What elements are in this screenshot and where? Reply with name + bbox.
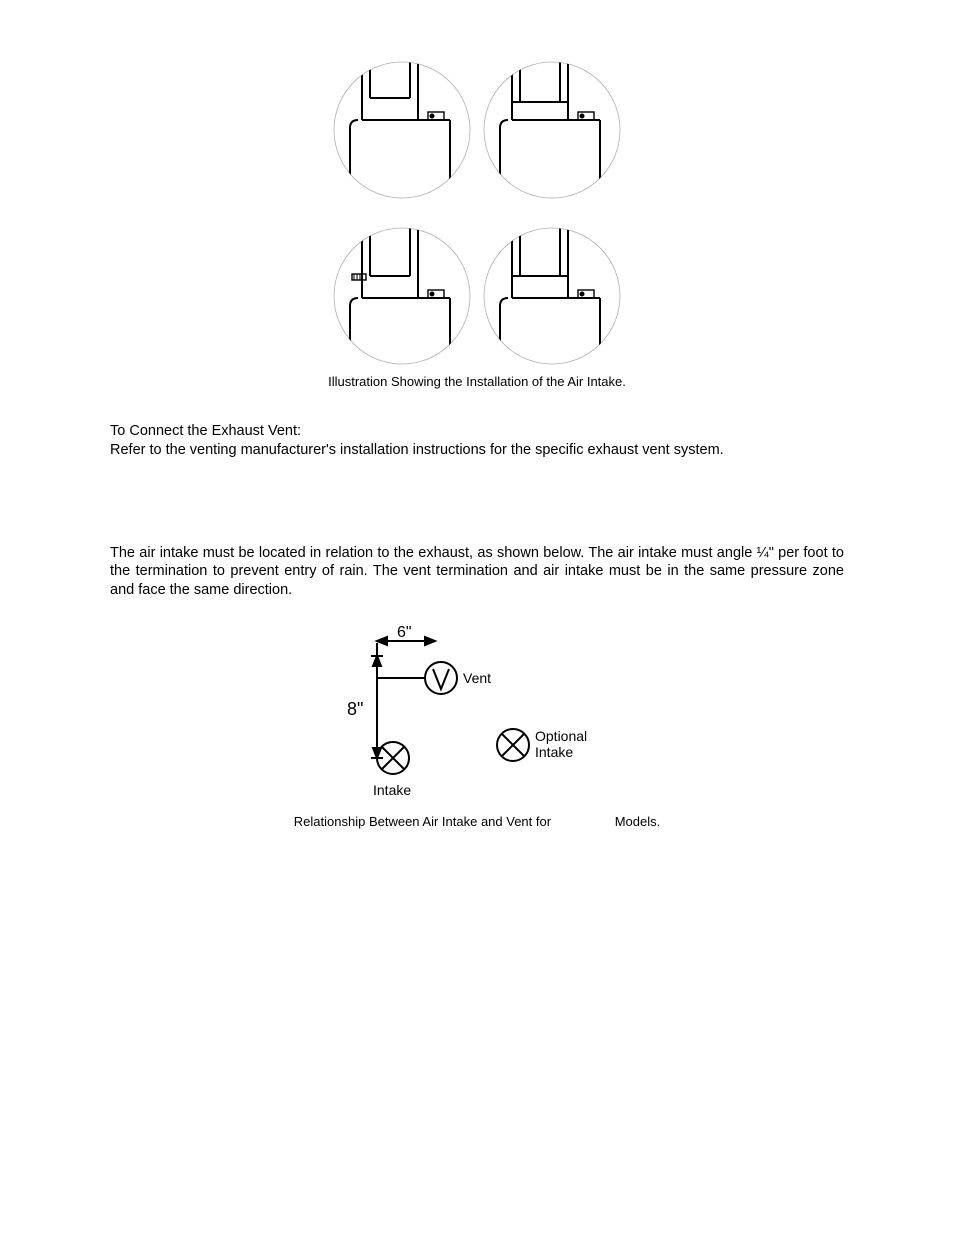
optional-intake-label: Intake — [535, 744, 573, 760]
intake-paragraph: The air intake must be located in relati… — [110, 544, 844, 600]
vent-intake-diagram: 6" 8" Vent Optional Intake Intake — [317, 623, 637, 803]
install-detail-icon — [332, 50, 472, 200]
dim-horizontal-label: 6" — [397, 624, 412, 641]
illustration-cell — [482, 216, 622, 366]
illustration-grid — [332, 50, 622, 366]
relationship-caption-left: Relationship Between Air Intake and Vent… — [294, 814, 551, 829]
relationship-caption: Relationship Between Air Intake and Vent… — [110, 814, 844, 829]
illustration-cell — [332, 50, 472, 200]
relationship-caption-right: Models. — [615, 814, 661, 829]
install-detail-icon — [332, 216, 472, 366]
illustration-cell — [482, 50, 622, 200]
document-page: Illustration Showing the Installation of… — [0, 0, 954, 1235]
illustration-caption: Illustration Showing the Installation of… — [110, 374, 844, 389]
illustration-cell — [332, 216, 472, 366]
intake-label: Intake — [373, 782, 411, 798]
dim-vertical-label: 8" — [347, 699, 363, 719]
optional-label: Optional — [535, 728, 587, 744]
install-detail-icon — [482, 50, 622, 200]
relationship-diagram: 6" 8" Vent Optional Intake Intake — [317, 623, 637, 808]
install-detail-icon — [482, 216, 622, 366]
connect-body: Refer to the venting manufacturer's inst… — [110, 441, 844, 460]
connect-heading: To Connect the Exhaust Vent: — [110, 423, 844, 439]
vent-label: Vent — [463, 670, 491, 686]
